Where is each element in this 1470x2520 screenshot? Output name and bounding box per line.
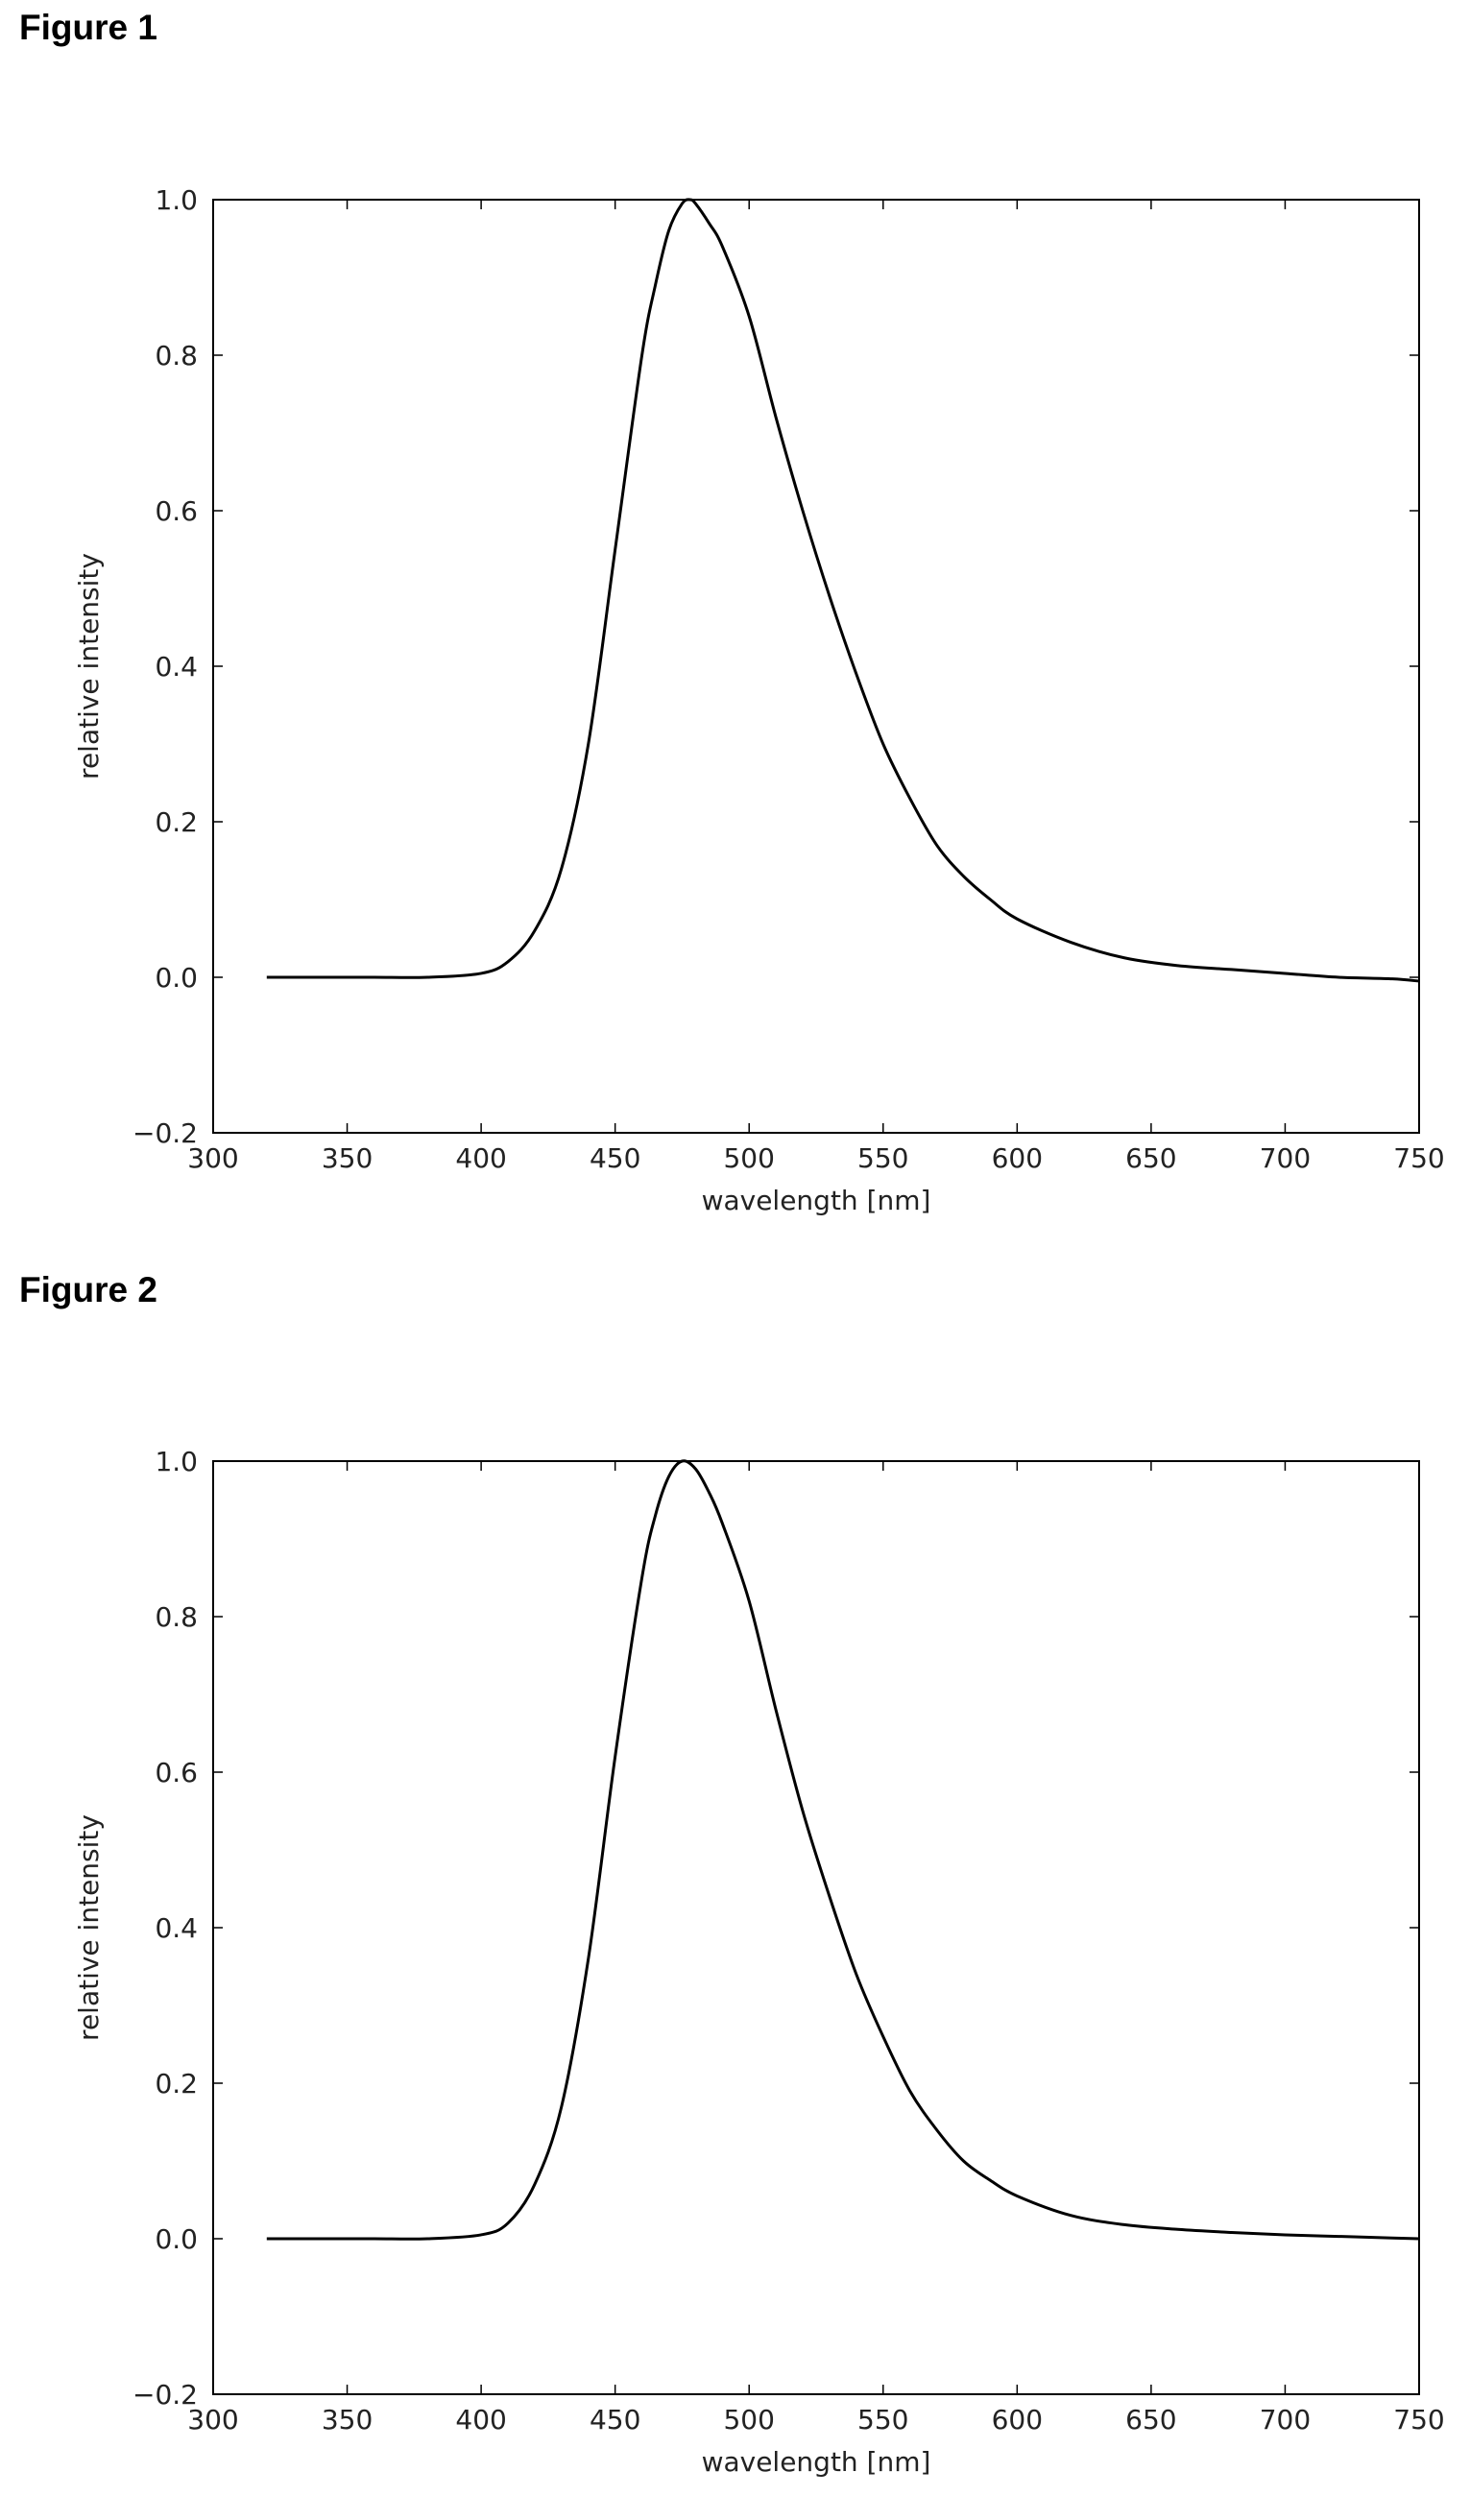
x-tick-label: 450 <box>590 2404 640 2436</box>
x-tick-label: 550 <box>857 1142 908 1174</box>
x-tick-label: 500 <box>723 2404 774 2436</box>
y-tick-label: 0.0 <box>155 2223 198 2255</box>
y-tick-label: 0.8 <box>155 340 198 372</box>
y-tick-label: 0.0 <box>155 962 198 994</box>
y-tick-label: 0.4 <box>155 651 198 683</box>
x-tick-label: 600 <box>992 2404 1043 2436</box>
plot-frame <box>212 1460 1420 2395</box>
x-tick-label: 400 <box>455 2404 506 2436</box>
x-tick-label: 650 <box>1125 2404 1176 2436</box>
x-tick-label: 300 <box>187 1142 238 1174</box>
x-tick-label: 350 <box>322 1142 373 1174</box>
x-tick-label: 750 <box>1393 1142 1444 1174</box>
x-tick-label: 350 <box>322 2404 373 2436</box>
x-tick-label: 750 <box>1393 2404 1444 2436</box>
y-tick-label: 0.8 <box>155 1601 198 1633</box>
x-tick-label: 450 <box>590 1142 640 1174</box>
y-tick-label: 1.0 <box>155 184 198 216</box>
chart-1: 300 350 400 450 500 550 600 650 700 750 −0.2 0.0 0.2… <box>73 184 1445 1216</box>
y-tick-label: 0.2 <box>155 2068 198 2100</box>
x-tick-label: 600 <box>992 1142 1043 1174</box>
x-tick-label: 650 <box>1125 1142 1176 1174</box>
figure-1-label: Figure 1 <box>19 8 157 47</box>
x-tick-label: 400 <box>455 1142 506 1174</box>
x-axis-label: wavelength [nm] <box>702 1185 931 1216</box>
y-tick-label: −0.2 <box>133 2379 198 2411</box>
x-tick-label: 550 <box>857 2404 908 2436</box>
x-axis-label: wavelength [nm] <box>702 2446 931 2478</box>
figure-2-label: Figure 2 <box>19 1270 157 1309</box>
y-tick-label: 1.0 <box>155 1446 198 1477</box>
series-line <box>266 198 1420 983</box>
x-tick-label: 500 <box>723 1142 774 1174</box>
y-tick-label: 0.4 <box>155 1912 198 1944</box>
y-tick-label: 0.6 <box>155 495 198 527</box>
y-tick-label: −0.2 <box>133 1117 198 1149</box>
y-axis-label: relative intensity <box>73 1814 105 2041</box>
y-tick-label: 0.2 <box>155 806 198 838</box>
x-tick-label: 700 <box>1260 2404 1311 2436</box>
x-tick-label: 700 <box>1260 1142 1311 1174</box>
series-line <box>266 1459 1420 2241</box>
y-axis-label: relative intensity <box>73 553 105 780</box>
y-tick-label: 0.6 <box>155 1757 198 1788</box>
x-tick-label: 300 <box>187 2404 238 2436</box>
